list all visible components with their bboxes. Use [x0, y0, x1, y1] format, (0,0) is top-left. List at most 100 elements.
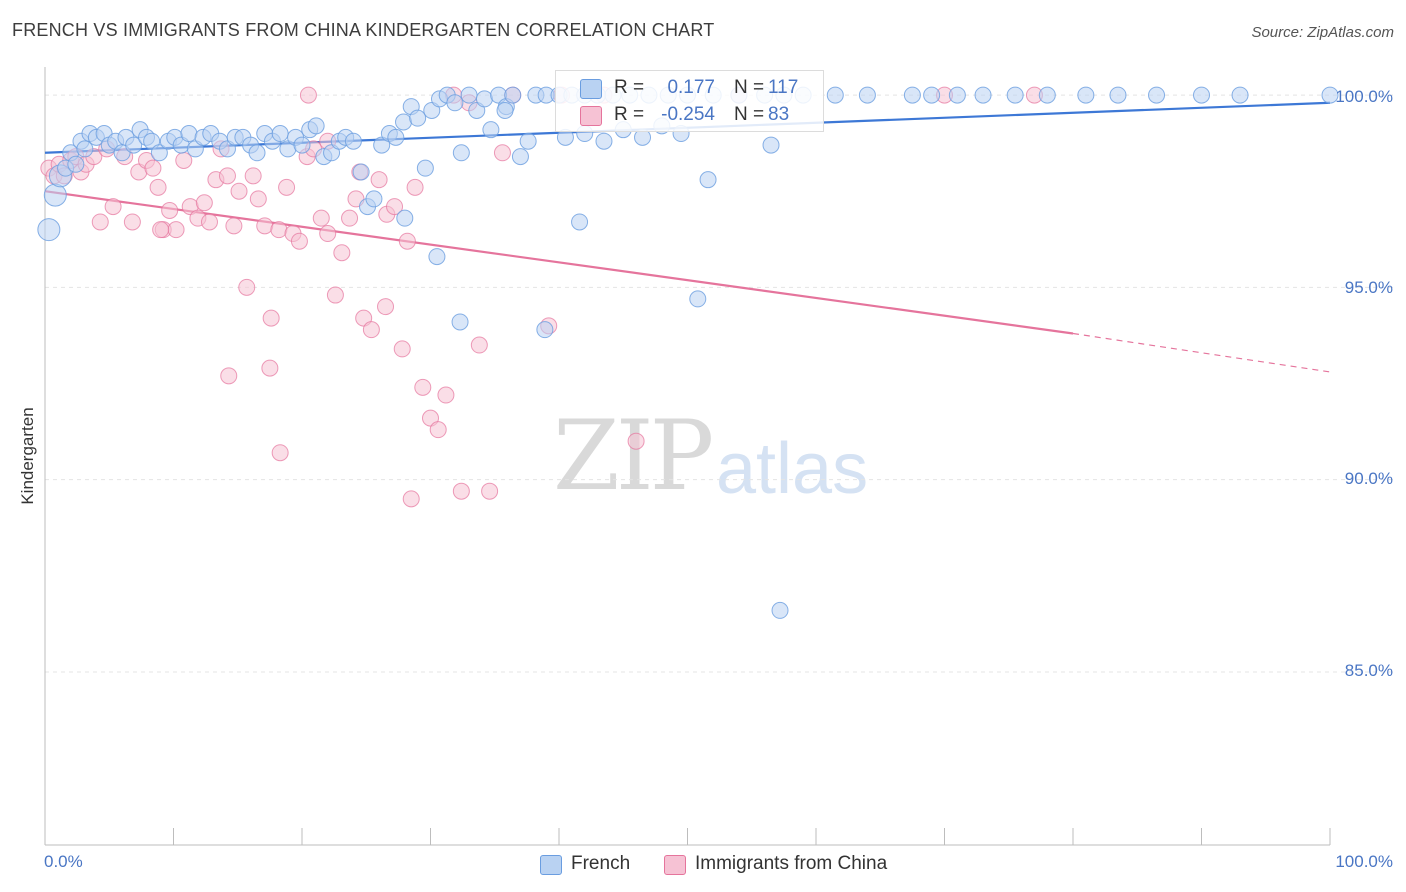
data-point-french — [903, 86, 921, 104]
data-point-french — [387, 128, 405, 146]
data-point-french — [496, 101, 514, 119]
stats-row-french: R = 0.177 N = 117 — [556, 75, 823, 103]
data-point-china — [402, 490, 420, 508]
data-point-french — [948, 86, 966, 104]
chart-title: FRENCH VS IMMIGRANTS FROM CHINA KINDERGA… — [12, 20, 715, 40]
source-label: Source: ZipAtlas.com — [1251, 24, 1394, 41]
legend-label-china: Immigrants from China — [695, 853, 888, 874]
data-point-french — [504, 86, 522, 104]
stats-row-china: R = -0.254 N = 83 — [556, 102, 823, 130]
data-point-french — [771, 601, 789, 619]
data-point-french — [826, 86, 844, 104]
data-point-china — [152, 221, 170, 239]
data-point-french — [519, 132, 537, 150]
data-point-china — [493, 144, 511, 162]
data-point-china — [200, 213, 218, 231]
data-point-china — [319, 225, 337, 243]
data-point-china — [362, 321, 380, 339]
data-point-french — [43, 183, 67, 207]
n-label: N = — [734, 77, 765, 98]
data-point-french — [395, 113, 413, 131]
data-point-french — [536, 321, 554, 339]
data-point-french — [446, 94, 464, 112]
data-point-china — [91, 213, 109, 231]
data-point-china — [429, 421, 447, 439]
trend-line-china — [44, 190, 1331, 373]
data-point-china — [218, 167, 236, 185]
y-axis-label: Kindergarten — [18, 407, 37, 505]
data-point-china — [326, 286, 344, 304]
data-point-china — [270, 221, 288, 239]
data-point-china — [299, 86, 317, 104]
n-value-china: 83 — [768, 104, 790, 125]
data-point-china — [261, 359, 279, 377]
data-point-china — [437, 386, 455, 404]
data-point-french — [699, 171, 717, 189]
legend-swatch-french — [540, 855, 562, 875]
stats-legend: R = 0.177 N = 117 R = -0.254 N = 83 — [555, 70, 824, 132]
data-point-china — [290, 232, 308, 250]
data-point-china — [341, 209, 359, 227]
data-point-china — [149, 178, 167, 196]
data-point-french — [452, 144, 470, 162]
data-point-french — [248, 144, 266, 162]
data-point-french — [428, 248, 446, 266]
french-swatch — [580, 79, 602, 99]
data-point-french — [293, 136, 311, 154]
data-point-china — [104, 198, 122, 216]
data-point-french — [571, 213, 589, 231]
data-point-china — [377, 298, 395, 316]
data-point-china — [406, 178, 424, 196]
data-point-china — [249, 190, 267, 208]
data-point-french — [409, 109, 427, 127]
y-tick-label-85: 85.0% — [1344, 661, 1393, 680]
data-point-china — [225, 217, 243, 235]
data-point-french — [974, 86, 992, 104]
data-point-french — [1321, 86, 1339, 104]
data-point-french — [67, 155, 85, 173]
data-point-china — [244, 167, 262, 185]
data-point-china — [167, 221, 185, 239]
legend-swatch-china — [664, 855, 686, 875]
x-tick-label-100: 100.0% — [1335, 852, 1393, 871]
y-tick-label-90: 90.0% — [1344, 469, 1393, 488]
data-point-china — [262, 309, 280, 327]
x-tick-label-0: 0.0% — [44, 852, 83, 871]
data-point-china — [144, 159, 162, 177]
data-point-french — [76, 140, 94, 158]
data-point-china — [481, 482, 499, 500]
data-point-french — [352, 163, 370, 181]
legend-label-french: French — [571, 853, 631, 874]
trend-line-china-dashed — [1072, 332, 1331, 373]
data-point-china — [161, 201, 179, 219]
data-point-french — [460, 86, 478, 104]
data-point-french — [416, 159, 434, 177]
data-point-french — [1077, 86, 1095, 104]
data-point-french — [37, 218, 61, 242]
data-point-french — [595, 132, 613, 150]
data-point-china — [627, 432, 645, 450]
data-point-french — [365, 190, 383, 208]
data-point-french — [396, 209, 414, 227]
data-point-china — [123, 213, 141, 231]
data-point-french — [1193, 86, 1210, 104]
data-point-french — [150, 144, 168, 162]
data-point-french — [1006, 86, 1024, 104]
data-point-french — [689, 290, 707, 308]
data-point-french — [762, 136, 780, 154]
data-point-china — [414, 378, 432, 396]
data-point-china — [195, 194, 213, 212]
r-label: R = — [614, 77, 645, 98]
n-value-french: 117 — [768, 77, 799, 98]
watermark-atlas: atlas — [716, 429, 869, 509]
r-value-french: 0.177 — [667, 77, 715, 98]
data-point-french — [307, 117, 325, 135]
data-point-french — [1109, 86, 1127, 104]
data-point-china — [238, 278, 256, 296]
y-tick-label-100: 100.0% — [1335, 87, 1393, 106]
data-point-french — [475, 90, 493, 108]
data-point-china — [386, 198, 404, 216]
data-point-china — [452, 482, 470, 500]
china-swatch — [580, 106, 602, 126]
